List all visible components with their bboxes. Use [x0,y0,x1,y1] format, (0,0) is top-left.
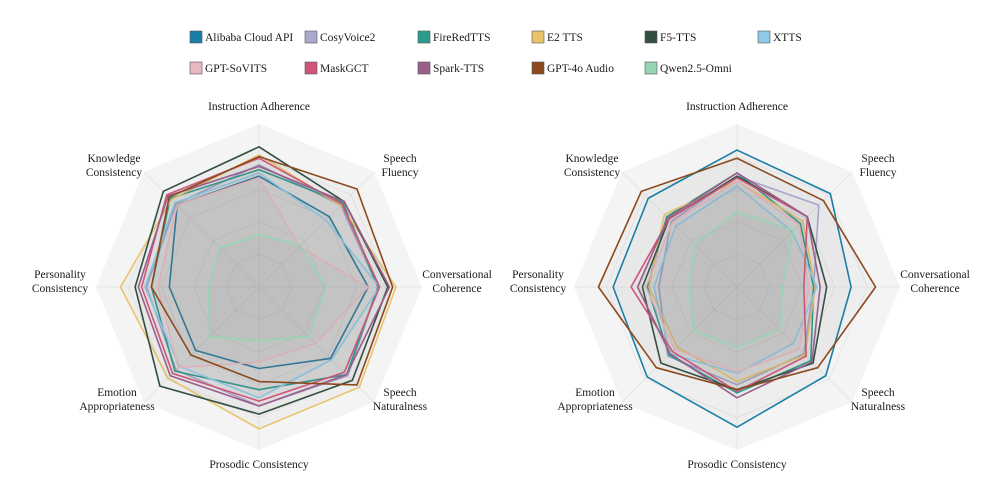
legend-swatch [304,30,318,44]
legend-swatch [189,61,203,75]
legend-swatch [644,30,658,44]
axis-label-speech-naturalness: Speech Naturalness [851,387,906,413]
radar-spoke [258,286,375,403]
radar-series-xtts [144,172,381,399]
legend-item-cosyvoice2: CosyVoice2 [304,30,376,44]
legend-swatch [417,30,431,44]
axis-label-personality-consistency: Personality Consistency [510,269,566,295]
axis-label-knowledge-consistency: Knowledge Consistency [86,153,142,179]
radar-spoke [258,171,375,288]
axis-label-conversational-coherence: Conversational Coherence [422,269,492,295]
legend-label: MaskGCT [320,63,369,75]
legend-item-maskgct: MaskGCT [304,61,369,75]
radar-series-group [119,146,397,430]
radar-series-qwen2-5-omni [688,211,795,349]
axis-label-speech-fluency: Speech Fluency [381,153,418,179]
axis-label-knowledge-consistency: Knowledge Consistency [564,153,620,179]
radar-right: Instruction Adherence Speech Fluency Conver… [510,101,970,471]
legend-label: Spark-TTS [433,63,484,75]
legend-item-gpt-4o-audio: GPT-4o Audio [531,61,614,75]
legend-label: E2 TTS [547,32,583,44]
axis-label-emotion-appropriateness: Emotion Appropriateness [79,387,155,413]
radar-series-xtts [653,185,818,375]
radar-axis-labels: Instruction Adherence Speech Fluency Conver… [32,101,492,471]
legend-item-qwen2-5-omni: Qwen2.5-Omni [644,61,732,75]
legend-item-fireredtts: FireRedTTS [417,30,491,44]
axis-label-prosodic-consistency: Prosodic Consistency [687,459,787,471]
legend-item-spark-tts: Spark-TTS [417,61,484,75]
radar-series-gpt-sovits [644,180,810,373]
legend: Alibaba Cloud API CosyVoice2 FireRedTTS E2 … [189,30,802,75]
radar-series-qwen2-5-omni [207,234,327,342]
axis-label-speech-fluency: Speech Fluency [859,153,896,179]
legend-swatch [531,61,545,75]
radar-series-spark-tts [636,172,821,399]
legend-label: GPT-4o Audio [547,63,614,75]
legend-label: CosyVoice2 [320,32,376,44]
radar-series-gpt-4o-audio [150,155,394,386]
axis-label-instruction-adherence: Instruction Adherence [208,101,310,113]
legend-item-e2-tts: E2 TTS [531,30,583,44]
legend-label: F5-TTS [660,32,696,44]
axis-label-conversational-coherence: Conversational Coherence [900,269,970,295]
radar-series-spark-tts [137,165,391,407]
legend-label: FireRedTTS [433,32,491,44]
legend-item-gpt-sovits: GPT-SoVITS [189,61,267,75]
legend-swatch [531,30,545,44]
legend-swatch [757,30,771,44]
radar-series-gpt-4o-audio [597,157,877,391]
legend-swatch [417,61,431,75]
legend-label: GPT-SoVITS [205,63,267,75]
legend-item-alibaba-cloud-api: Alibaba Cloud API [189,30,293,44]
radar-spoke [143,286,260,403]
legend-swatch [644,61,658,75]
legend-label: Qwen2.5-Omni [660,63,732,75]
legend-swatch [189,30,203,44]
axis-label-personality-consistency: Personality Consistency [32,269,88,295]
legend-item-f5-tts: F5-TTS [644,30,696,44]
radar-series-group [597,149,877,428]
legend-label: XTTS [773,32,802,44]
axis-label-speech-naturalness: Speech Naturalness [373,387,428,413]
axis-label-instruction-adherence: Instruction Adherence [686,101,788,113]
radar-spoke [736,171,853,288]
radar-series-maskgct [630,176,809,393]
radar-spoke [621,286,738,403]
legend-swatch [304,61,318,75]
radar-left: Instruction Adherence Speech Fluency Conver… [32,101,492,471]
radar-spoke [736,286,853,403]
legend-label: Alibaba Cloud API [205,32,293,44]
radar-axis-labels: Instruction Adherence Speech Fluency Conver… [510,101,970,471]
radar-series-gpt-sovits [157,176,370,369]
axis-label-emotion-appropriateness: Emotion Appropriateness [557,387,633,413]
axis-label-prosodic-consistency: Prosodic Consistency [209,459,309,471]
legend-item-xtts: XTTS [757,30,802,44]
